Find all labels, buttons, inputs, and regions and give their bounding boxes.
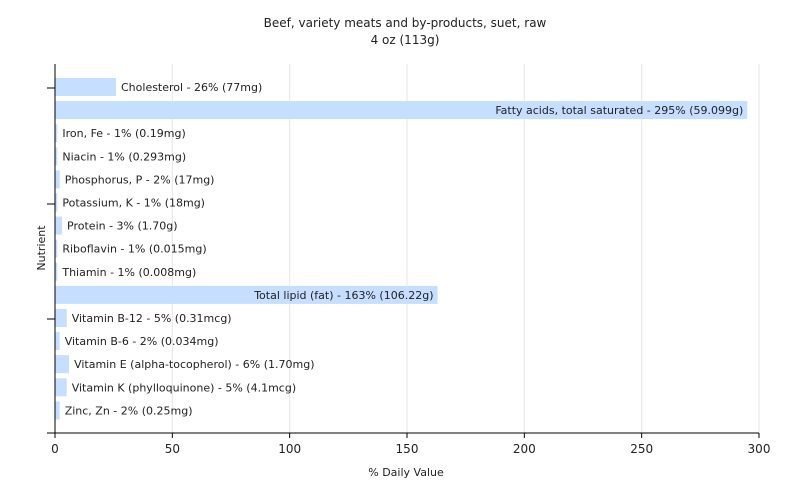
bar-label: Vitamin E (alpha-tocopherol) - 6% (1.70m… xyxy=(74,358,314,371)
bar xyxy=(55,309,67,327)
bar xyxy=(55,193,58,212)
bar-label: Fatty acids, total saturated - 295% (59.… xyxy=(495,104,743,117)
x-tick-label: 50 xyxy=(165,442,180,456)
bar xyxy=(55,78,117,96)
x-tick-label: 200 xyxy=(513,442,536,456)
bar xyxy=(55,147,58,166)
bar-label: Iron, Fe - 1% (0.19mg) xyxy=(62,127,185,140)
y-axis-label: Nutrient xyxy=(35,225,48,271)
bar-label: Riboflavin - 1% (0.015mg) xyxy=(62,243,206,256)
bar xyxy=(55,124,58,143)
bar-label: Potassium, K - 1% (18mg) xyxy=(62,197,205,210)
bar-label: Vitamin B-12 - 5% (0.31mcg) xyxy=(72,312,232,325)
bar-label: Zinc, Zn - 2% (0.25mg) xyxy=(65,404,193,417)
bar xyxy=(55,401,60,420)
bar-label: Total lipid (fat) - 163% (106.22g) xyxy=(253,289,433,302)
bar xyxy=(55,285,438,304)
bar xyxy=(55,262,58,281)
bar xyxy=(55,239,58,258)
x-tick-label: 100 xyxy=(278,442,301,456)
bar-label: Niacin - 1% (0.293mg) xyxy=(62,150,186,163)
bar-label: Phosphorus, P - 2% (17mg) xyxy=(65,173,215,186)
bar xyxy=(55,170,60,189)
bars: Cholesterol - 26% (77mg) Fatty acids, tot… xyxy=(55,78,748,420)
bar-label: Vitamin K (phylloquinone) - 5% (4.1mcg) xyxy=(72,381,296,394)
x-axis-label: % Daily Value xyxy=(368,466,444,479)
bar-label: Cholesterol - 26% (77mg) xyxy=(121,81,262,94)
axes: 0 50 100 150 200 250 300 xyxy=(47,64,770,456)
x-tick-label: 0 xyxy=(51,442,59,456)
gridlines xyxy=(171,64,760,433)
bar xyxy=(55,216,63,235)
bar-label: Protein - 3% (1.70g) xyxy=(67,220,178,233)
chart-subtitle: 4 oz (113g) xyxy=(371,33,440,47)
x-tick-label: 300 xyxy=(748,442,771,456)
bar-label: Vitamin B-6 - 2% (0.034mg) xyxy=(65,335,219,348)
bar xyxy=(55,378,67,397)
bar xyxy=(55,355,70,374)
x-tick-label: 250 xyxy=(630,442,653,456)
x-tick-label: 150 xyxy=(396,442,419,456)
chart-title: Beef, variety meats and by-products, sue… xyxy=(264,16,547,30)
bar xyxy=(55,101,748,120)
bar xyxy=(55,332,60,351)
bar-label: Thiamin - 1% (0.008mg) xyxy=(61,266,196,279)
